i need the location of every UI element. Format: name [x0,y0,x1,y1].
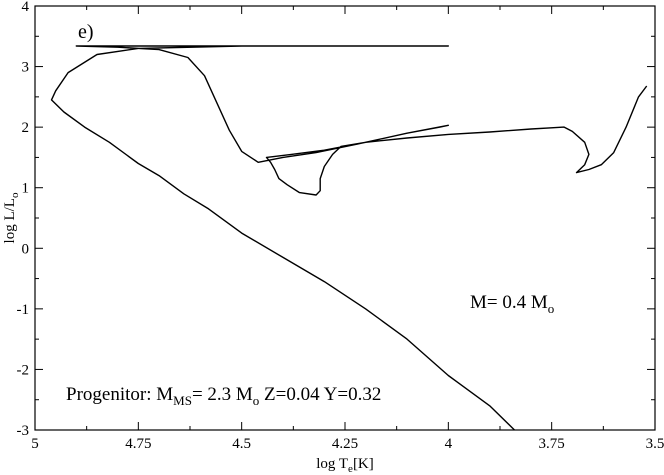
x-tick-label: 4.75 [125,436,151,452]
y-axis-title: log L/Lo [2,192,21,243]
mass-annotation-text: M= 0.4 M [470,292,548,313]
x-tick-label: 5 [31,436,39,452]
y-tick-label: 3 [22,60,30,76]
progenitor-mass: = 2.3 M [192,384,253,405]
y-tick-label: 2 [22,120,30,136]
x-tick-label: 4.25 [332,436,358,452]
axis-ticks [34,5,656,431]
panel-label: e) [78,21,94,43]
track-line [50,45,648,431]
progenitor-prefix: Progenitor: M [66,384,173,405]
evolution-tracks [50,45,648,431]
y-tick-label: -3 [17,423,30,439]
x-axis-title-tail: [K] [353,456,374,472]
axis-tick-labels: 5 4.75 4.5 4.25 4 3.75 3.5 -3 -2 -1 0 1 2 3 4 [17,0,664,452]
progenitor-composition: Z=0.04 Y=0.32 [259,384,381,405]
x-tick-label: 4.5 [232,436,251,452]
progenitor-sub-ms: MS [173,393,192,408]
mass-annotation-sub: o [548,301,555,316]
y-tick-label: -2 [17,362,30,378]
progenitor-annotation: Progenitor: MMS= 2.3 Mo Z=0.04 Y=0.32 [66,384,381,408]
progenitor-sub-o: o [253,393,260,408]
y-tick-label: -1 [17,302,30,318]
y-tick-label: 0 [22,241,30,257]
x-axis-title-main: log T [316,456,348,472]
x-tick-label: 3.5 [646,436,664,452]
mass-annotation: M= 0.4 Mo [470,292,554,316]
x-axis-title: log Te[K] [316,456,374,475]
x-axis-title-sub: e [348,463,353,475]
x-tick-label: 4 [445,436,453,452]
x-tick-label: 3.75 [539,436,565,452]
y-axis-title-main: log L/L [2,198,18,243]
y-axis-title-sub: o [9,192,21,198]
y-tick-label: 4 [22,0,30,15]
plot-frame [34,5,656,431]
y-tick-label: 1 [22,181,30,197]
